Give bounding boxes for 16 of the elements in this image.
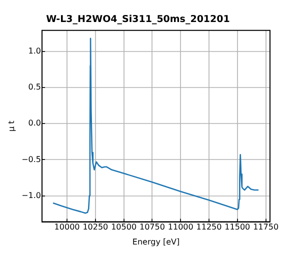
- y-tick-label: 0.5: [28, 82, 42, 92]
- x-tick-label: 10250: [82, 222, 108, 232]
- x-tick-label: 11250: [196, 222, 222, 232]
- y-tick-label: −0.5: [22, 154, 42, 164]
- x-axis-title: Energy [eV]: [132, 237, 180, 246]
- x-tick-label: 11500: [224, 222, 250, 232]
- x-tick-label: 10750: [139, 222, 165, 232]
- x-tick-label: 11000: [168, 222, 194, 232]
- x-tick-label: 10000: [54, 222, 80, 232]
- x-tick-label: 11750: [253, 222, 279, 232]
- y-tick-label: 1.0: [28, 46, 42, 56]
- x-tick-label: 10500: [111, 222, 137, 232]
- y-tick-label: 0.0: [28, 118, 42, 128]
- y-tick-label: −1.0: [22, 190, 42, 200]
- y-axis-title: μ t: [6, 120, 16, 132]
- chart-title: W-L3_H2WO4_Si311_50ms_201201: [46, 14, 230, 26]
